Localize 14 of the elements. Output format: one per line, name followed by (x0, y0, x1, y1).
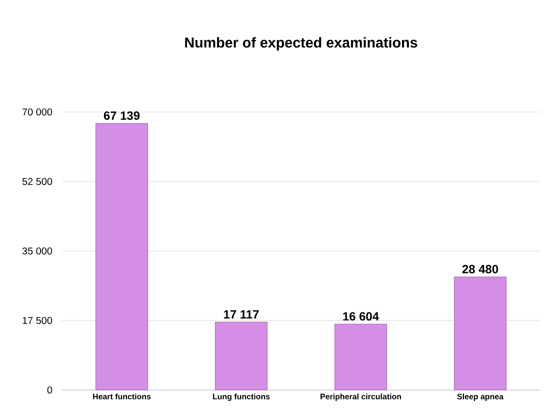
data-label: 28 480 (462, 264, 498, 274)
bar (96, 123, 148, 390)
y-tick-label: 35 000 (22, 247, 52, 255)
y-tick-label: 52 500 (22, 178, 52, 186)
bar (215, 322, 268, 390)
y-tick-label: 0 (47, 386, 52, 394)
bar (454, 276, 506, 390)
data-label: 16 604 (343, 312, 379, 321)
chart-title: Number of expected examinations (185, 37, 418, 51)
data-label: 17 117 (224, 310, 259, 318)
bar (334, 324, 387, 390)
data-label: 67 139 (104, 111, 140, 120)
y-tick-label: 17 500 (22, 316, 52, 324)
y-tick-label: 70 000 (22, 108, 52, 116)
